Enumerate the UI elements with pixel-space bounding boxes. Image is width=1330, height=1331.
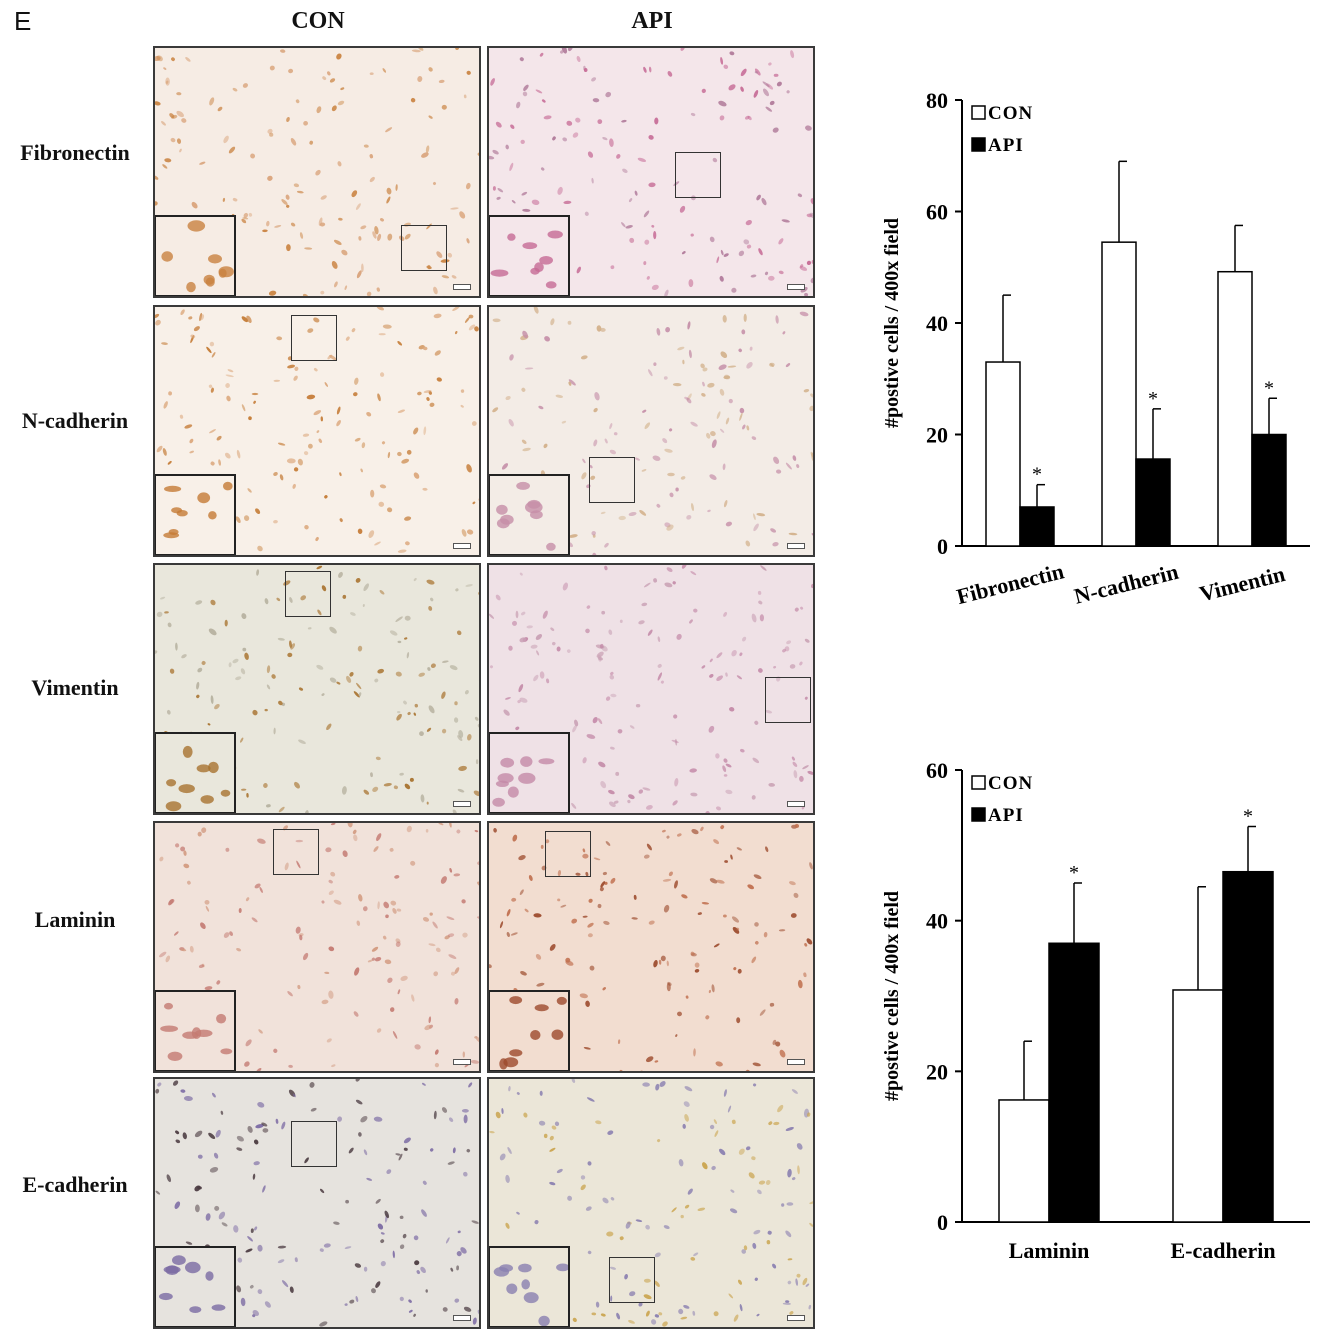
row-label-fibronectin: Fibronectin <box>20 140 130 165</box>
magnified-inset <box>155 990 236 1071</box>
scale-bar <box>453 1315 471 1321</box>
column-header-api: API <box>631 8 673 34</box>
roi-box <box>291 315 337 361</box>
micrograph-fibronectin-con <box>153 46 481 298</box>
legend-label-con: CON <box>988 773 1033 794</box>
roi-box <box>765 677 811 723</box>
roi-box <box>401 225 447 271</box>
bar-api-fibronectin <box>1019 506 1055 547</box>
magnified-inset <box>155 1246 236 1327</box>
bar-chart-epithelial-markers: 0 20 40 60 #postive cells / 400x field * Lamin… <box>881 758 1310 1263</box>
y-tick-label: 40 <box>926 909 948 934</box>
micrograph-vimentin-con <box>153 563 481 815</box>
scale-bar <box>787 284 805 290</box>
y-tick-label: 60 <box>926 200 948 225</box>
legend-swatch-con <box>971 105 986 120</box>
bar-api-n-cadherin <box>1135 458 1171 547</box>
micrograph-laminin-con <box>153 821 481 1073</box>
magnified-inset <box>489 474 570 555</box>
legend-swatch-api <box>971 137 986 152</box>
micrograph-e-cadherin-con <box>153 1077 481 1329</box>
scale-bar <box>787 1059 805 1065</box>
bar-api-vimentin <box>1251 433 1287 547</box>
y-tick-label: 60 <box>926 758 948 783</box>
bar-con-e-cadherin <box>1172 989 1224 1223</box>
micrograph-vimentin-api <box>487 563 815 815</box>
magnified-inset <box>155 732 236 813</box>
row-label-vimentin: Vimentin <box>31 675 119 700</box>
significance-marker: * <box>1243 806 1253 828</box>
significance-marker: * <box>1148 388 1158 410</box>
magnified-inset <box>489 732 570 813</box>
magnified-inset <box>155 215 236 296</box>
y-axis-label: #postive cells / 400x field <box>881 218 903 428</box>
significance-marker: * <box>1069 862 1079 884</box>
column-header-con: CON <box>291 8 345 34</box>
significance-marker: * <box>1032 464 1042 486</box>
x-tick-label: N-cadherin <box>1072 559 1181 609</box>
panel-letter: E <box>14 6 32 36</box>
bar-api-laminin <box>1048 942 1100 1223</box>
scale-bar <box>787 1315 805 1321</box>
scale-bar <box>453 801 471 807</box>
roi-box <box>273 829 319 875</box>
scale-bar <box>787 801 805 807</box>
magnified-inset <box>489 1246 570 1327</box>
roi-box <box>285 571 331 617</box>
legend-label-api: API <box>988 805 1024 826</box>
magnified-inset <box>489 990 570 1071</box>
micrograph-fibronectin-api <box>487 46 815 298</box>
row-label-e-cadherin: E-cadherin <box>22 1172 128 1197</box>
legend-swatch-con <box>971 775 986 790</box>
scale-bar <box>453 1059 471 1065</box>
legend-label-api: API <box>988 135 1024 156</box>
significance-marker: * <box>1264 377 1274 399</box>
micrograph-laminin-api <box>487 821 815 1073</box>
micrograph-e-cadherin-api <box>487 1077 815 1329</box>
bar-con-n-cadherin <box>1101 241 1137 547</box>
roi-box <box>589 457 635 503</box>
bar-api-e-cadherin <box>1222 870 1274 1223</box>
scale-bar <box>453 543 471 549</box>
roi-box <box>675 152 721 198</box>
roi-box <box>291 1121 337 1167</box>
row-label-laminin: Laminin <box>34 907 116 932</box>
roi-box <box>545 831 591 877</box>
magnified-inset <box>155 474 236 555</box>
x-tick-label: E-cadherin <box>1170 1238 1275 1263</box>
bar-con-laminin <box>998 1099 1050 1223</box>
bar-con-fibronectin <box>985 361 1021 547</box>
legend-swatch-api <box>971 807 986 822</box>
x-tick-label: Fibronectin <box>954 558 1066 609</box>
x-tick-label: Laminin <box>1009 1238 1090 1263</box>
y-tick-label: 80 <box>926 88 948 113</box>
scale-bar <box>787 543 805 549</box>
roi-box <box>609 1257 655 1303</box>
y-tick-label: 20 <box>926 423 948 448</box>
scale-bar <box>453 284 471 290</box>
legend-label-con: CON <box>988 103 1033 124</box>
y-tick-label: 0 <box>937 534 948 559</box>
micrograph-n-cadherin-con <box>153 305 481 557</box>
bar-chart-mesenchymal-markers: 0 20 40 60 80 #postive cells / 400x field * Fib… <box>881 88 1310 609</box>
bar-con-vimentin <box>1217 270 1253 547</box>
y-axis-label: #postive cells / 400x field <box>881 891 903 1101</box>
y-tick-label: 0 <box>937 1210 948 1235</box>
micrograph-n-cadherin-api <box>487 305 815 557</box>
y-tick-label: 40 <box>926 311 948 336</box>
magnified-inset <box>489 215 570 296</box>
x-tick-label: Vimentin <box>1197 561 1288 606</box>
y-tick-label: 20 <box>926 1059 948 1084</box>
row-label-n-cadherin: N-cadherin <box>21 408 129 433</box>
